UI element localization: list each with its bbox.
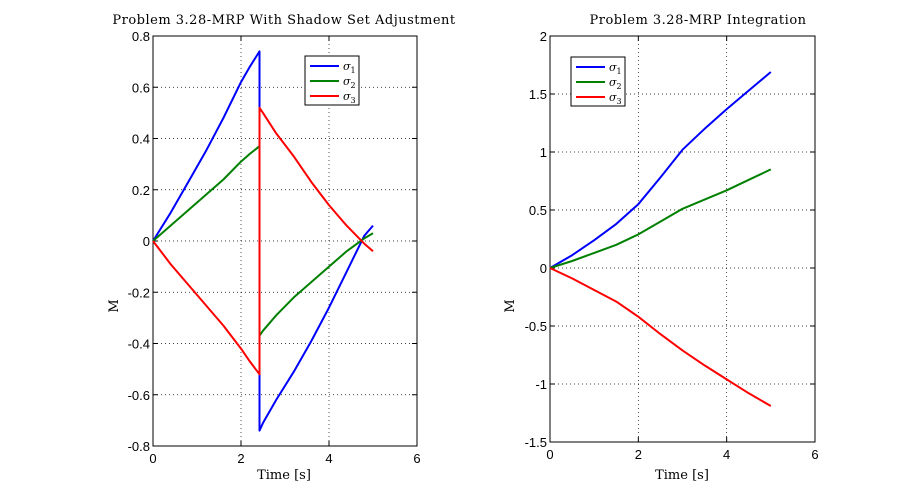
right-y-tick-label: 1.5 [529,87,547,102]
right-y-tick-label: -1.5 [525,435,547,450]
left-legend-label-1: σ1 [343,60,356,75]
left-y-tick-label: -0.6 [128,388,150,403]
left-y-tick-label: -0.8 [128,439,150,454]
left-series-sigma-3-line [152,106,374,376]
left-x-tick-label: 2 [237,451,244,466]
right-y-tick-label: 2 [540,29,547,44]
right-legend-label-1: σ1 [609,61,622,76]
left-y-tick-label: 0.6 [132,80,150,95]
right-legend-label-3: σ3 [609,91,622,106]
right-y-tick-label: -0.5 [525,319,547,334]
right-plot-title: Problem 3.28-MRP Integration [589,13,806,28]
left-x-tick-label: 0 [149,451,156,466]
right-y-tick-label: -1 [535,377,547,392]
left-y-tick-label: 0.2 [132,183,150,198]
left-y-tick-label: -0.2 [128,285,150,300]
right-y-tick-label: 0.5 [529,203,547,218]
left-plot-title: Problem 3.28-MRP With Shadow Set Adjustm… [112,13,456,28]
right-series-sigma-3-line [549,267,772,407]
left-x-tick-label: 4 [325,451,332,466]
left-x-tick-label: 6 [413,451,420,466]
left-y-tick-label: 0.8 [132,29,150,44]
right-plot-xlabel: Time [s] [655,468,709,483]
right-plot-ylabel: M [503,299,518,312]
right-legend-label-2: σ2 [609,76,622,91]
left-plot: Problem 3.28-MRP With Shadow Set Adjustm… [107,13,456,483]
left-plot-ylabel: M [107,299,122,312]
right-series-sigma-2-line [549,168,772,269]
right-series-sigma-1-line [549,71,772,269]
left-legend-label-3: σ3 [343,90,356,105]
left-legend-label-2: σ2 [343,75,356,90]
left-series-sigma-1-line [152,50,374,432]
right-x-tick-label: 4 [723,447,730,462]
left-plot-xlabel: Time [s] [257,468,311,483]
right-y-tick-label: 0 [540,261,547,276]
right-plot: Problem 3.28-MRP Integration Time [s] M … [503,13,819,483]
right-x-tick-label: 6 [811,447,818,462]
left-y-tick-label: 0 [143,234,150,249]
right-y-tick-label: 1 [540,145,547,160]
right-x-tick-label: 0 [546,447,553,462]
left-y-tick-label: -0.4 [128,337,150,352]
right-x-tick-label: 2 [635,447,642,462]
left-y-tick-label: 0.4 [132,132,150,147]
